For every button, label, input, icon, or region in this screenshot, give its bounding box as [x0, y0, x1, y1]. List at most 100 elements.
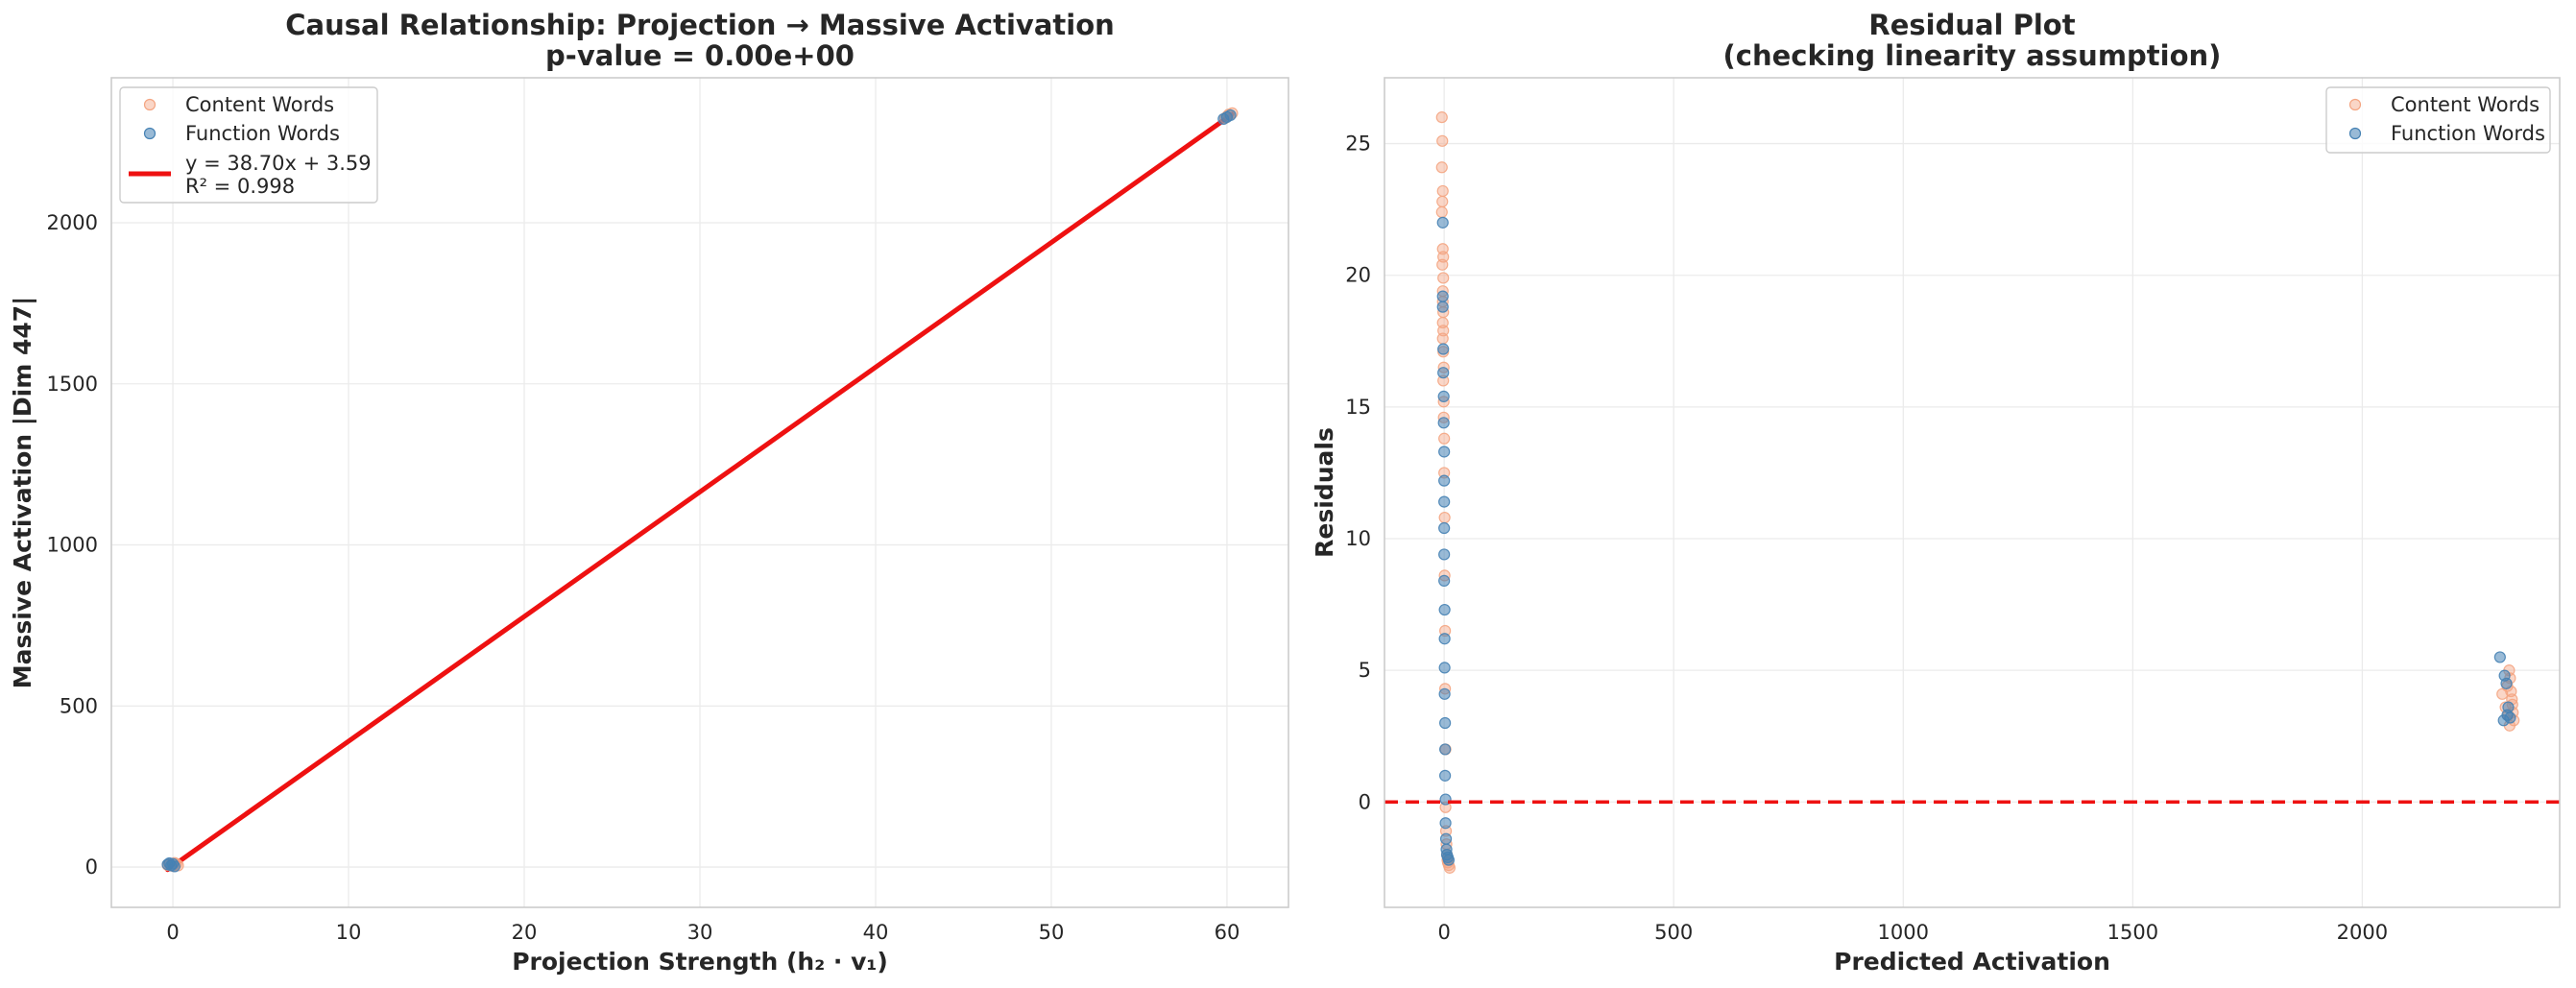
content-words-point — [1435, 111, 1448, 124]
content-words-point — [1436, 332, 1449, 345]
right-function-words-points — [1436, 216, 2516, 866]
function-words-point — [168, 860, 181, 873]
function-words-point — [1436, 216, 1449, 229]
x-tick-label: 0 — [166, 921, 179, 944]
y-tick-label: 15 — [1345, 396, 1371, 419]
function-words-point — [1438, 633, 1451, 645]
function-words-point — [1436, 301, 1449, 313]
x-tick-label: 40 — [863, 921, 889, 944]
function-words-point — [1437, 367, 1450, 379]
function-words-point — [1438, 687, 1451, 700]
y-tick-label: 0 — [1359, 790, 1371, 813]
function-words-point — [1439, 716, 1452, 730]
left-y-tick-labels: 0 500 1000 1500 2000 — [47, 211, 98, 879]
right-x-tick-labels: 0 500 1000 1500 2000 — [1437, 921, 2388, 944]
legend-fit-equation: y = 38.70x + 3.59 — [185, 152, 372, 175]
right-content-words-points — [1435, 111, 2520, 874]
y-tick-label: 1500 — [47, 373, 98, 396]
content-words-point — [1436, 258, 1449, 271]
y-tick-label: 25 — [1345, 133, 1371, 156]
left-function-words-points — [161, 108, 1237, 873]
function-words-point — [2493, 651, 2506, 663]
y-tick-label: 1000 — [47, 534, 98, 557]
left-plot-frame — [110, 77, 1289, 908]
function-words-point — [1438, 603, 1451, 616]
function-words-point — [1437, 343, 1450, 355]
function-words-point — [1442, 854, 1456, 866]
legend-content-words-marker — [2348, 98, 2362, 111]
content-words-point — [1438, 511, 1451, 524]
function-words-point — [1438, 662, 1451, 674]
content-words-point — [1436, 134, 1449, 147]
y-tick-label: 0 — [85, 855, 98, 879]
content-words-point — [1437, 272, 1450, 284]
left-chart-title: Causal Relationship: Projection → Massiv… — [285, 9, 1115, 41]
right-y-axis-label: Residuals — [1311, 427, 1338, 558]
x-tick-label: 30 — [687, 921, 713, 944]
y-tick-label: 500 — [60, 694, 98, 717]
function-words-point — [1437, 417, 1450, 429]
x-tick-label: 20 — [512, 921, 538, 944]
x-tick-label: 10 — [336, 921, 362, 944]
y-tick-label: 20 — [1345, 264, 1371, 287]
right-x-axis-label: Predicted Activation — [1834, 948, 2110, 976]
content-words-point — [1436, 195, 1449, 208]
left-fit-layer — [165, 111, 1235, 873]
left-legend-box — [119, 86, 378, 204]
legend-content-words-label: Content Words — [185, 93, 334, 116]
function-words-point — [1438, 495, 1451, 508]
function-words-point — [1439, 769, 1452, 782]
projection-scatter-panel: Causal Relationship: Projection → Massiv… — [9, 9, 1289, 976]
right-chart-title: Residual Plot — [1868, 9, 2075, 41]
legend-content-words-label: Content Words — [2391, 93, 2540, 116]
function-words-point — [1437, 390, 1450, 402]
content-words-point — [1435, 161, 1448, 174]
legend-fit-r-squared: R² = 0.998 — [185, 175, 295, 198]
legend-function-words-marker — [2348, 127, 2362, 140]
x-tick-label: 1000 — [1878, 921, 1929, 944]
left-y-axis-label: Massive Activation |Dim 447| — [9, 297, 36, 689]
right-y-tick-labels: 0 5 10 15 20 25 — [1345, 133, 1371, 814]
right-plot-area — [1384, 78, 2560, 907]
left-legend: Content Words Function Words y = 38.70x … — [119, 86, 378, 204]
y-tick-label: 2000 — [47, 211, 98, 234]
legend-function-words-label: Function Words — [185, 122, 340, 145]
function-words-point — [2500, 677, 2513, 689]
left-x-tick-labels: 0 10 20 30 40 50 60 — [166, 921, 1240, 944]
left-chart-subtitle: p-value = 0.00e+00 — [545, 39, 855, 72]
regression-fit-line — [165, 111, 1235, 873]
x-tick-label: 0 — [1437, 921, 1450, 944]
left-grid — [111, 78, 1288, 907]
function-words-point — [1438, 446, 1451, 458]
function-words-point — [1439, 832, 1453, 845]
right-legend-box — [2325, 86, 2551, 154]
x-tick-label: 50 — [1039, 921, 1065, 944]
legend-content-words-marker — [143, 98, 156, 111]
legend-function-words-marker — [143, 127, 156, 140]
y-tick-label: 5 — [1359, 659, 1371, 682]
function-words-point — [2501, 709, 2514, 721]
residual-plot-panel: Residual Plot (checking linearity assump… — [1311, 9, 2561, 976]
right-chart-subtitle: (checking linearity assumption) — [1723, 39, 2222, 72]
x-tick-label: 500 — [1654, 921, 1693, 944]
function-words-point — [1439, 743, 1452, 756]
function-words-point — [1438, 574, 1451, 587]
function-words-point — [1224, 108, 1237, 122]
x-tick-label: 60 — [1215, 921, 1240, 944]
content-words-point — [1436, 184, 1449, 198]
x-tick-label: 2000 — [2337, 921, 2388, 944]
y-tick-label: 10 — [1345, 527, 1371, 550]
function-words-point — [1438, 521, 1451, 535]
function-words-point — [1436, 290, 1449, 302]
function-words-point — [1438, 548, 1451, 561]
x-tick-label: 1500 — [2107, 921, 2158, 944]
function-words-point — [1438, 474, 1451, 487]
function-words-point — [1439, 817, 1452, 830]
left-x-axis-label: Projection Strength (h₂ · v₁) — [512, 948, 888, 976]
right-legend: Content Words Function Words — [2325, 86, 2551, 154]
legend-function-words-label: Function Words — [2391, 122, 2545, 145]
right-plot-frame — [1384, 77, 2561, 908]
content-words-point — [1435, 205, 1448, 218]
content-words-point — [1438, 432, 1451, 445]
